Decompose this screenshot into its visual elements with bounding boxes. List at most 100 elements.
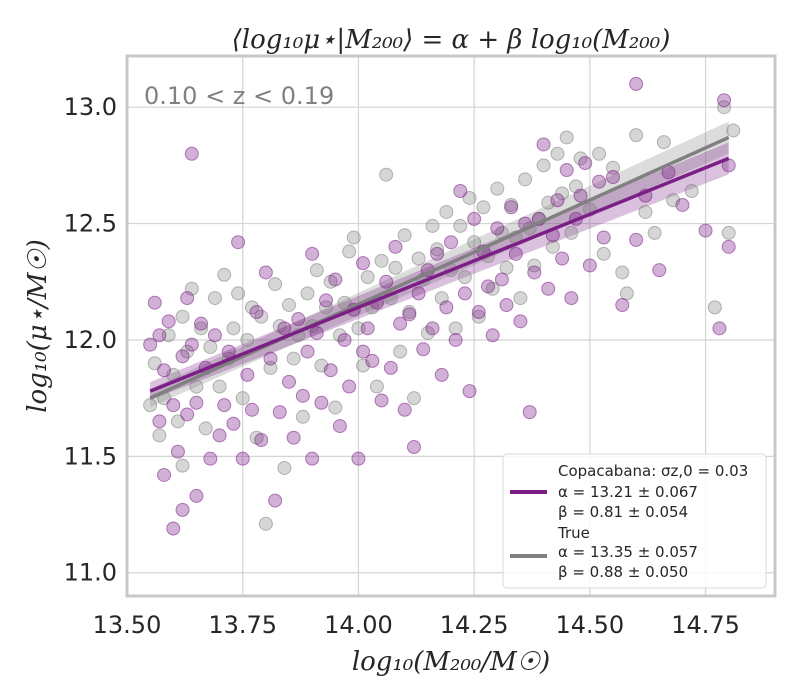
data-point-true xyxy=(430,242,445,257)
data-point-copacabana xyxy=(462,384,477,399)
legend-true-alpha: α = 13.35 ± 0.057 xyxy=(558,543,698,561)
data-point-true xyxy=(476,200,491,215)
data-point-copacabana xyxy=(434,367,449,382)
chart-title: ⟨log₁₀μ⋆|M₂₀₀⟩ = α + β log₁₀(M₂₀₀) xyxy=(232,25,671,55)
data-point-copacabana xyxy=(374,393,389,408)
data-point-copacabana xyxy=(606,170,620,185)
data-point-copacabana xyxy=(143,337,158,352)
data-point-true xyxy=(513,291,528,306)
data-point-true xyxy=(536,158,551,173)
data-point-true xyxy=(207,291,222,306)
data-point-true xyxy=(453,218,468,233)
data-point-copacabana xyxy=(184,146,199,161)
data-point-true xyxy=(226,321,241,336)
data-point-copacabana xyxy=(559,163,574,178)
fit-line-copacabana xyxy=(149,156,730,393)
data-point-true xyxy=(286,351,301,366)
data-point-copacabana xyxy=(439,300,454,315)
data-point-copacabana xyxy=(471,305,486,320)
data-point-true xyxy=(615,265,630,280)
data-point-true xyxy=(235,391,250,406)
data-point-copacabana xyxy=(244,402,259,417)
data-point-true xyxy=(268,277,283,292)
data-point-copacabana xyxy=(356,344,371,359)
data-point-copacabana xyxy=(675,197,690,212)
data-point-copacabana xyxy=(180,291,195,306)
y-axis-label: log₁₀(μ⋆/M☉) xyxy=(23,239,53,413)
data-point-copacabana xyxy=(203,451,218,466)
data-point-copacabana xyxy=(360,321,375,336)
data-point-copacabana xyxy=(582,258,597,273)
data-point-copacabana xyxy=(356,256,371,271)
data-point-copacabana xyxy=(152,328,167,343)
data-point-copacabana xyxy=(147,295,162,310)
data-points xyxy=(143,76,741,536)
x-tick-label: 14.50 xyxy=(555,611,624,639)
data-point-copacabana xyxy=(564,291,579,306)
fit-line-true xyxy=(149,135,730,400)
legend-true-name: True xyxy=(557,524,590,542)
data-point-copacabana xyxy=(494,272,509,287)
data-point-copacabana xyxy=(332,419,347,434)
data-point-copacabana xyxy=(226,416,241,431)
data-point-copacabana xyxy=(717,93,732,108)
data-point-copacabana xyxy=(615,298,630,313)
data-point-copacabana xyxy=(481,279,496,294)
data-point-true xyxy=(346,230,361,245)
data-point-true xyxy=(295,409,310,424)
fit-lines xyxy=(149,135,730,400)
data-point-copacabana xyxy=(596,230,611,245)
y-tick-label: 12.0 xyxy=(64,326,117,354)
data-point-true xyxy=(152,428,167,443)
data-point-true xyxy=(143,398,158,413)
data-point-true xyxy=(212,379,227,394)
data-point-copacabana xyxy=(550,193,565,208)
y-tick-label: 12.5 xyxy=(64,210,117,238)
data-point-copacabana xyxy=(157,363,172,378)
data-point-copacabana xyxy=(425,321,440,336)
data-point-true xyxy=(518,172,533,187)
data-point-copacabana xyxy=(485,328,500,343)
grid-lines xyxy=(126,56,775,596)
data-point-true xyxy=(203,339,218,354)
data-point-copacabana xyxy=(522,405,537,420)
data-point-true xyxy=(550,146,565,161)
data-point-true xyxy=(240,332,255,347)
data-point-copacabana xyxy=(212,428,227,443)
data-point-copacabana xyxy=(282,374,296,389)
data-point-copacabana xyxy=(328,272,343,287)
data-point-copacabana xyxy=(592,174,607,189)
legend-copacabana-beta: β = 0.81 ± 0.054 xyxy=(558,503,688,521)
data-point-true xyxy=(545,239,560,254)
data-point-true xyxy=(564,225,579,240)
data-point-copacabana xyxy=(499,298,514,313)
data-point-copacabana xyxy=(180,407,195,422)
data-point-copacabana xyxy=(240,367,255,382)
data-point-true xyxy=(406,391,421,406)
x-tick-label: 14.25 xyxy=(440,611,509,639)
data-point-copacabana xyxy=(175,349,190,364)
data-point-true xyxy=(369,379,384,394)
data-point-true xyxy=(170,414,185,429)
data-point-copacabana xyxy=(578,156,593,171)
data-point-copacabana xyxy=(698,223,713,238)
data-point-true xyxy=(360,270,375,285)
data-point-true xyxy=(258,516,273,531)
data-point-true xyxy=(656,135,671,150)
data-point-copacabana xyxy=(175,502,190,517)
data-point-copacabana xyxy=(235,451,250,466)
data-point-true xyxy=(726,123,741,138)
legend: Copacabana: σz,0 = 0.03 α = 13.21 ± 0.06… xyxy=(502,453,767,589)
data-point-true xyxy=(342,244,357,259)
data-point-copacabana xyxy=(295,388,310,403)
data-point-copacabana xyxy=(305,451,320,466)
data-point-copacabana xyxy=(254,433,269,448)
data-point-true xyxy=(300,286,315,301)
data-point-true xyxy=(471,309,486,324)
y-tick-label: 13.0 xyxy=(64,93,117,121)
data-point-true xyxy=(328,400,343,415)
data-point-true xyxy=(457,270,472,285)
data-point-copacabana xyxy=(189,395,204,410)
data-point-true xyxy=(647,225,662,240)
